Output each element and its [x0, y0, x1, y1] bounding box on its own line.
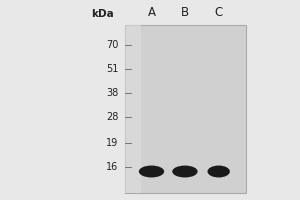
Text: 38: 38 — [106, 88, 119, 98]
Ellipse shape — [208, 166, 230, 177]
Text: 70: 70 — [106, 40, 118, 50]
Text: 16: 16 — [106, 162, 119, 172]
Text: 51: 51 — [106, 64, 118, 74]
Ellipse shape — [172, 166, 198, 177]
Text: 28: 28 — [106, 112, 118, 122]
Bar — [124, 25, 141, 193]
Ellipse shape — [139, 166, 164, 177]
Text: C: C — [214, 6, 223, 19]
Text: A: A — [148, 6, 155, 19]
Text: 19: 19 — [106, 138, 119, 148]
Text: B: B — [181, 6, 189, 19]
Bar — [124, 25, 246, 193]
Text: kDa: kDa — [92, 9, 114, 19]
